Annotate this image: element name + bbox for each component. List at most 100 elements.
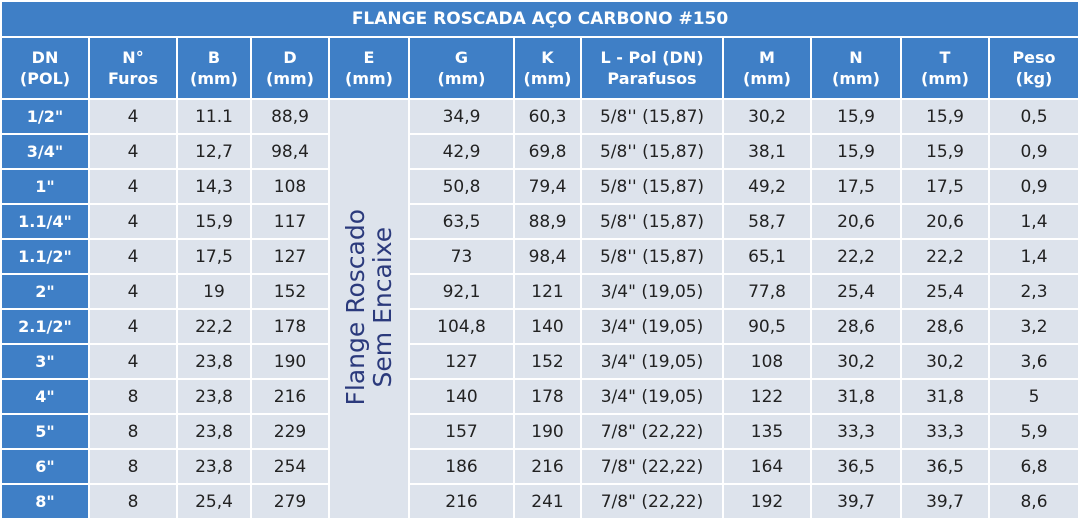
- data-cell: 135: [722, 413, 812, 450]
- data-cell: 3,6: [987, 343, 1078, 380]
- data-cell: 12,7: [176, 133, 252, 170]
- data-cell: 164: [722, 448, 812, 485]
- data-cell: 30,2: [722, 98, 812, 135]
- data-cell: 30,2: [810, 343, 902, 380]
- dn-cell: 2.1/2": [0, 308, 90, 345]
- header-line: K: [541, 48, 554, 67]
- data-cell: 178: [250, 308, 330, 345]
- data-cell: 34,9: [408, 98, 515, 135]
- header-line: N°: [122, 48, 144, 67]
- data-cell: 157: [408, 413, 515, 450]
- data-cell: 15,9: [810, 133, 902, 170]
- data-cell: 5/8'' (15,87): [580, 203, 724, 240]
- dn-cell: 1.1/4": [0, 203, 90, 240]
- data-cell: 11.1: [176, 98, 252, 135]
- data-cell: 108: [722, 343, 812, 380]
- header-line: (mm): [921, 69, 969, 88]
- data-cell: 127: [250, 238, 330, 275]
- column-header: M (mm): [722, 36, 812, 100]
- data-cell: 108: [250, 168, 330, 205]
- data-cell: 4: [88, 98, 178, 135]
- header-line: Furos: [108, 69, 158, 88]
- data-cell: 15,9: [176, 203, 252, 240]
- data-cell: 22,2: [176, 308, 252, 345]
- data-cell: 5/8'' (15,87): [580, 133, 724, 170]
- merged-cell: Flange Roscado Sem Encaixe: [328, 98, 410, 520]
- header-line: (POL): [19, 69, 71, 88]
- data-cell: 4: [88, 168, 178, 205]
- header-line: (mm): [437, 69, 486, 88]
- data-cell: 5: [987, 378, 1078, 415]
- column-header: B (mm): [176, 36, 252, 100]
- data-cell: 8,6: [987, 483, 1078, 520]
- data-cell: 216: [250, 378, 330, 415]
- data-cell: 127: [408, 343, 515, 380]
- header-line: Peso: [1012, 48, 1056, 67]
- header-line: M: [759, 48, 775, 67]
- data-cell: 65,1: [722, 238, 812, 275]
- data-cell: 63,5: [408, 203, 515, 240]
- column-header: L - Pol (DN) Parafusos: [580, 36, 724, 100]
- column-header: K (mm): [513, 36, 582, 100]
- data-cell: 88,9: [250, 98, 330, 135]
- dn-cell: 5": [0, 413, 90, 450]
- data-cell: 31,8: [810, 378, 902, 415]
- data-cell: 7/8" (22,22): [580, 448, 724, 485]
- data-cell: 3/4" (19,05): [580, 378, 724, 415]
- table-head: FLANGE ROSCADA AÇO CARBONO #150 DN (POL) N…: [0, 0, 1078, 100]
- data-cell: 23,8: [176, 448, 252, 485]
- column-header: E (mm): [328, 36, 410, 100]
- header-line: DN: [31, 48, 59, 67]
- data-row: 1.1/4" 4 15,9 117 63,5 88,9 5/8'' (15,87) 58,7 2…: [0, 203, 1078, 240]
- title-row: FLANGE ROSCADA AÇO CARBONO #150: [0, 0, 1078, 38]
- merged-line: Flange Roscado: [341, 208, 370, 406]
- data-cell: 192: [722, 483, 812, 520]
- data-cell: 23,8: [176, 343, 252, 380]
- data-row: 5" 8 23,8 229 157 190 7/8" (22,22) 135 33,3 33,3 5…: [0, 413, 1078, 450]
- data-cell: 69,8: [513, 133, 582, 170]
- data-cell: 73: [408, 238, 515, 275]
- data-cell: 90,5: [722, 308, 812, 345]
- header-line: (mm): [523, 69, 572, 88]
- data-cell: 241: [513, 483, 582, 520]
- data-cell: 121: [513, 273, 582, 310]
- data-cell: 140: [513, 308, 582, 345]
- data-cell: 50,8: [408, 168, 515, 205]
- data-cell: 25,4: [176, 483, 252, 520]
- data-cell: 15,9: [900, 98, 990, 135]
- header-row: DN (POL) N° Furos B (mm) D (mm) E (mm) G (mm) K (mm) L…: [0, 36, 1078, 100]
- column-header: D (mm): [250, 36, 330, 100]
- dn-cell: 4": [0, 378, 90, 415]
- data-cell: 49,2: [722, 168, 812, 205]
- data-cell: 17,5: [810, 168, 902, 205]
- data-cell: 23,8: [176, 413, 252, 450]
- data-cell: 17,5: [900, 168, 990, 205]
- data-cell: 152: [250, 273, 330, 310]
- data-cell: 8: [88, 448, 178, 485]
- data-cell: 0,9: [987, 133, 1078, 170]
- data-cell: 0,5: [987, 98, 1078, 135]
- data-cell: 25,4: [810, 273, 902, 310]
- data-cell: 117: [250, 203, 330, 240]
- data-cell: 42,9: [408, 133, 515, 170]
- table-body: 1/2" 4 11.1 88,9 Flange Roscado Sem Encaixe 34…: [0, 98, 1078, 520]
- data-cell: 4: [88, 133, 178, 170]
- header-line: G: [454, 48, 469, 67]
- data-cell: 77,8: [722, 273, 812, 310]
- column-header: Peso (kg): [987, 36, 1078, 100]
- column-header: N° Furos: [88, 36, 178, 100]
- dn-cell: 3": [0, 343, 90, 380]
- data-cell: 4: [88, 343, 178, 380]
- data-cell: 4: [88, 203, 178, 240]
- dn-cell: 2": [0, 273, 90, 310]
- data-cell: 58,7: [722, 203, 812, 240]
- header-line: Parafusos: [607, 69, 697, 88]
- data-cell: 15,9: [810, 98, 902, 135]
- data-row: 3" 4 23,8 190 127 152 3/4" (19,05) 108 30,2 30,2 3…: [0, 343, 1078, 380]
- data-cell: 6,8: [987, 448, 1078, 485]
- data-cell: 28,6: [810, 308, 902, 345]
- data-cell: 98,4: [250, 133, 330, 170]
- header-line: E: [363, 48, 375, 67]
